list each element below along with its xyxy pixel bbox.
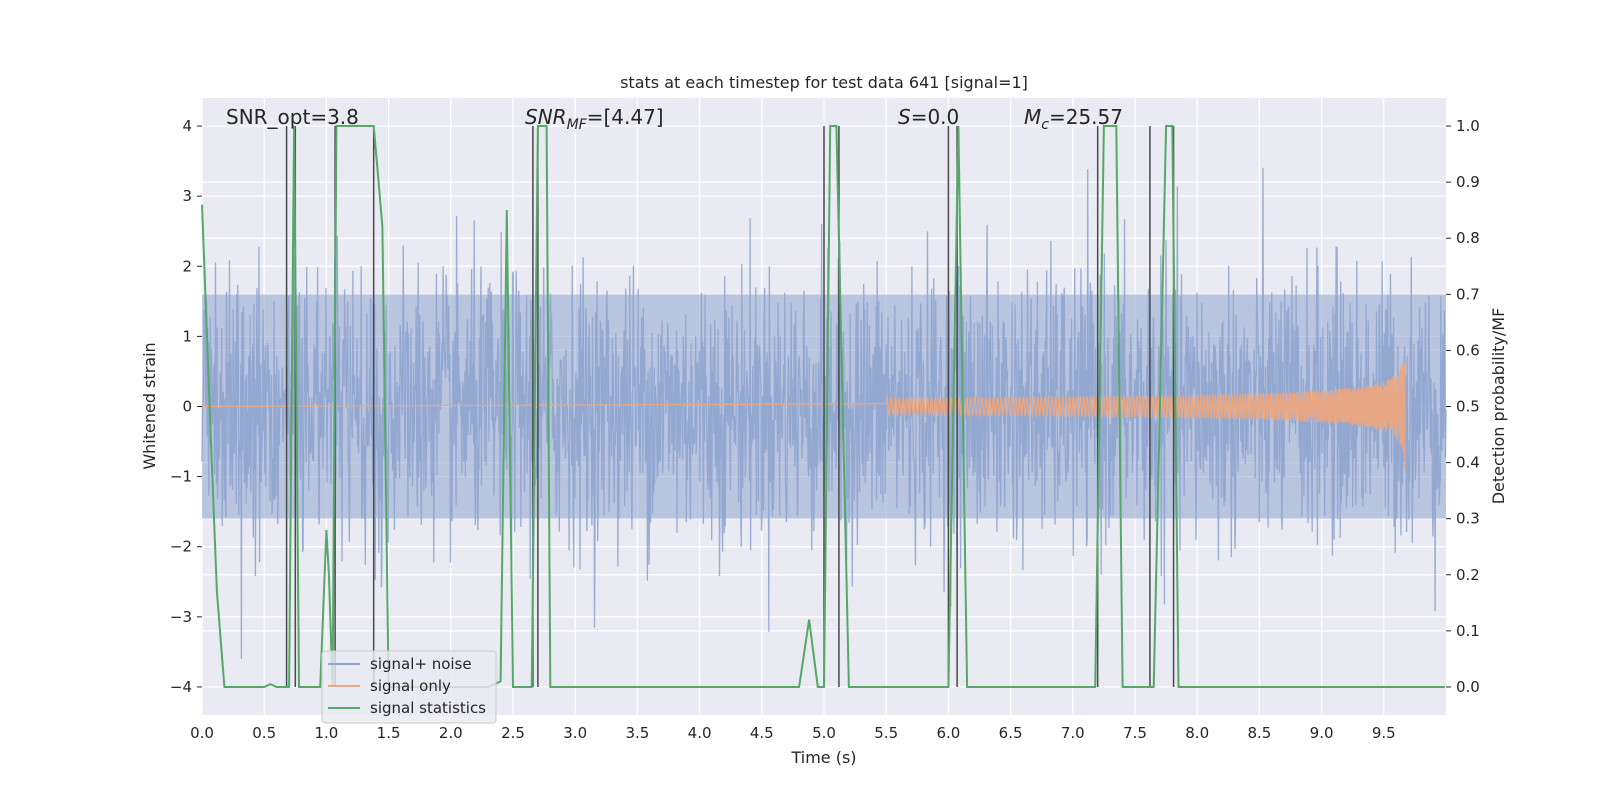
s-annotation: S=0.0: [898, 105, 959, 129]
signal-only-line: [201, 362, 1406, 470]
x-axis-label: Time (s): [790, 748, 856, 767]
x-tick-label: 3.5: [625, 724, 649, 742]
y-tick-label: −2: [170, 538, 192, 556]
y-right-tick-label: 0.6: [1456, 341, 1480, 359]
y-tick-label: 1: [182, 327, 192, 345]
snr-opt-annotation: SNR_opt=3.8: [226, 105, 359, 129]
x-axis: 0.0 0.5 1.0 1.5 2.0 2.5 3.0 3.5 4.0 4.5 5.0 5.5 6.0 6…: [190, 724, 1396, 742]
y-right-tick-label: 0.7: [1456, 285, 1480, 303]
x-tick-label: 1.5: [377, 724, 401, 742]
x-tick-label: 7.5: [1123, 724, 1147, 742]
x-tick-label: 5.0: [812, 724, 836, 742]
x-tick-label: 6.5: [999, 724, 1023, 742]
x-tick-label: 0.5: [252, 724, 276, 742]
x-tick-label: 4.0: [688, 724, 712, 742]
y-tick-label: −3: [170, 608, 192, 626]
statistics-line: [201, 125, 1445, 688]
x-tick-label: 1.0: [314, 724, 338, 742]
x-tick-label: 0.0: [190, 724, 214, 742]
y-axis-label: Whitened strain: [140, 342, 159, 469]
snr-mf-annotation: SNRMF=[4.47]: [525, 105, 664, 133]
y-right-tick-label: 0.4: [1456, 454, 1480, 472]
s-value: =0.0: [911, 105, 960, 129]
legend-label-noise: signal+ noise: [370, 655, 472, 673]
y-tick-label: 4: [182, 117, 192, 135]
statistics-series: [201, 125, 1445, 688]
mc-name: M: [1024, 105, 1041, 129]
y-right-tick-label: 1.0: [1456, 117, 1480, 135]
y-right-tick-label: 0.8: [1456, 229, 1480, 247]
x-tick-label: 8.0: [1185, 724, 1209, 742]
mc-sub: c: [1041, 117, 1049, 133]
y-right-tick-label: 0.2: [1456, 566, 1480, 584]
y-tick-label: −4: [170, 678, 192, 696]
snr-mf-value: =[4.47]: [587, 105, 664, 129]
snr-mf-name: SNR: [525, 105, 567, 129]
chart-title: stats at each timestep for test data 641…: [620, 73, 1028, 92]
x-tick-label: 9.0: [1310, 724, 1334, 742]
y-tick-label: 3: [182, 187, 192, 205]
y-right-tick-label: 0.3: [1456, 510, 1480, 528]
mc-value: =25.57: [1049, 105, 1123, 129]
x-tick-label: 9.5: [1372, 724, 1396, 742]
x-tick-label: 5.5: [874, 724, 898, 742]
y-right-tick-label: 0.1: [1456, 622, 1480, 640]
y-right-tick-label: 0.0: [1456, 678, 1480, 696]
snr-mf-sub: MF: [567, 117, 588, 133]
x-tick-label: 3.0: [563, 724, 587, 742]
y-right-axis-label: Detection probability/MF: [1489, 308, 1508, 505]
x-tick-label: 7.0: [1061, 724, 1085, 742]
legend-box: [321, 650, 497, 724]
signal-only-series: [201, 362, 1406, 470]
x-tick-label: 2.5: [501, 724, 525, 742]
x-tick-label: 2.0: [439, 724, 463, 742]
y-tick-label: −1: [170, 468, 192, 486]
legend-label-stats: signal statistics: [370, 699, 486, 717]
legend: signal+ noise signal only signal statist…: [321, 650, 497, 724]
y-right-tick-label: 0.5: [1456, 398, 1480, 416]
x-tick-label: 4.5: [750, 724, 774, 742]
legend-label-signal: signal only: [370, 677, 451, 695]
y-tick-label: 2: [182, 257, 192, 275]
s-name: S: [898, 105, 911, 129]
y-right-tick-label: 0.9: [1456, 173, 1480, 191]
y-axis-right: 1.0 0.9 0.8 0.7 0.6 0.5 0.4 0.3 0.2 0.1 0.0: [1446, 117, 1480, 696]
mc-annotation: Mc=25.57: [1024, 105, 1123, 133]
x-tick-label: 8.5: [1247, 724, 1271, 742]
y-axis-left: 4 3 2 1 0 −1 −2 −3 −4: [170, 117, 202, 696]
y-tick-label: 0: [182, 398, 192, 416]
x-tick-label: 6.0: [936, 724, 960, 742]
